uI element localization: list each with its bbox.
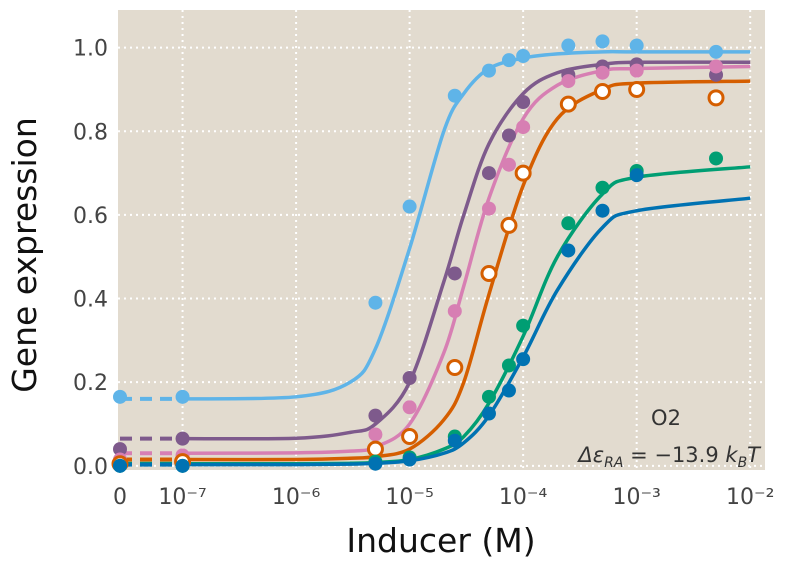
data-point <box>175 458 190 473</box>
y-tick-label: 0.4 <box>73 288 108 313</box>
data-point <box>628 80 646 98</box>
annotation-part: Δε <box>576 443 604 467</box>
data-point <box>481 389 496 404</box>
y-tick-label: 0.6 <box>73 204 108 229</box>
data-point <box>516 352 531 367</box>
data-point <box>501 157 516 172</box>
annotation-part: B <box>738 455 748 471</box>
data-point <box>481 406 496 421</box>
data-point <box>516 318 531 333</box>
data-point <box>175 431 190 446</box>
annotation: ΔεRA = −13.9 kBT <box>576 443 762 471</box>
annotation: O2 <box>651 406 681 430</box>
data-point <box>514 164 532 182</box>
data-point <box>593 83 611 101</box>
data-point <box>113 442 127 457</box>
data-point <box>709 151 724 166</box>
y-tick-label: 0.8 <box>73 120 108 145</box>
x-tick-label: 10⁻⁵ <box>385 485 433 510</box>
x-tick-label: 10⁻² <box>726 485 774 510</box>
data-point <box>447 433 462 448</box>
data-point <box>368 456 383 471</box>
x-tick-label: 10⁻³ <box>612 485 660 510</box>
data-point <box>501 358 516 373</box>
data-point <box>447 88 462 103</box>
data-point <box>595 65 610 80</box>
data-point <box>629 63 644 78</box>
x-tick-label: 10⁻⁴ <box>499 485 548 510</box>
data-point <box>481 63 496 78</box>
data-point <box>447 304 462 319</box>
data-point <box>501 53 516 68</box>
plot-background <box>118 10 765 470</box>
annotation-part: k <box>725 443 738 467</box>
annotation-part: = −13.9 <box>623 443 725 467</box>
data-point <box>501 128 516 143</box>
data-point <box>629 38 644 53</box>
data-point <box>401 428 419 446</box>
data-point <box>368 295 383 310</box>
y-axis-label: Gene expression <box>5 117 44 393</box>
data-point <box>446 359 464 377</box>
data-point <box>402 371 417 385</box>
data-point <box>368 408 383 423</box>
data-point <box>368 427 383 442</box>
data-point <box>175 389 190 404</box>
data-point <box>366 440 384 458</box>
data-point <box>561 38 576 53</box>
data-point <box>516 95 531 109</box>
annotation-part: RA <box>604 455 623 471</box>
data-point <box>447 266 462 281</box>
data-point <box>501 383 516 398</box>
data-point <box>481 166 496 181</box>
data-point <box>595 203 610 218</box>
data-point <box>480 264 498 282</box>
data-point <box>707 89 725 107</box>
data-point <box>113 458 127 473</box>
fit-line <box>182 196 751 467</box>
data-point <box>500 216 518 234</box>
data-point <box>561 74 576 89</box>
data-point <box>481 201 496 216</box>
data-point <box>402 400 417 415</box>
x-tick-label: 10⁻⁶ <box>272 485 321 510</box>
data-point <box>113 389 127 404</box>
data-point <box>709 59 724 74</box>
data-point <box>595 180 610 195</box>
data-point <box>516 120 531 135</box>
data-point <box>561 216 576 231</box>
annotation-part: T <box>747 443 762 467</box>
y-tick-label: 0.0 <box>73 455 108 480</box>
data-point <box>402 452 417 467</box>
x-tick-label: 0 <box>113 485 127 510</box>
data-point <box>561 243 576 258</box>
y-tick-label: 1.0 <box>73 37 108 62</box>
data-point <box>629 168 644 183</box>
data-point <box>402 199 417 214</box>
data-point <box>559 95 577 113</box>
y-tick-label: 0.2 <box>73 371 108 396</box>
x-tick-label: 10⁻⁷ <box>158 485 206 510</box>
data-point <box>516 49 531 63</box>
x-axis-label: Inducer (M) <box>346 521 535 559</box>
data-point <box>709 44 724 59</box>
data-point <box>595 34 610 49</box>
